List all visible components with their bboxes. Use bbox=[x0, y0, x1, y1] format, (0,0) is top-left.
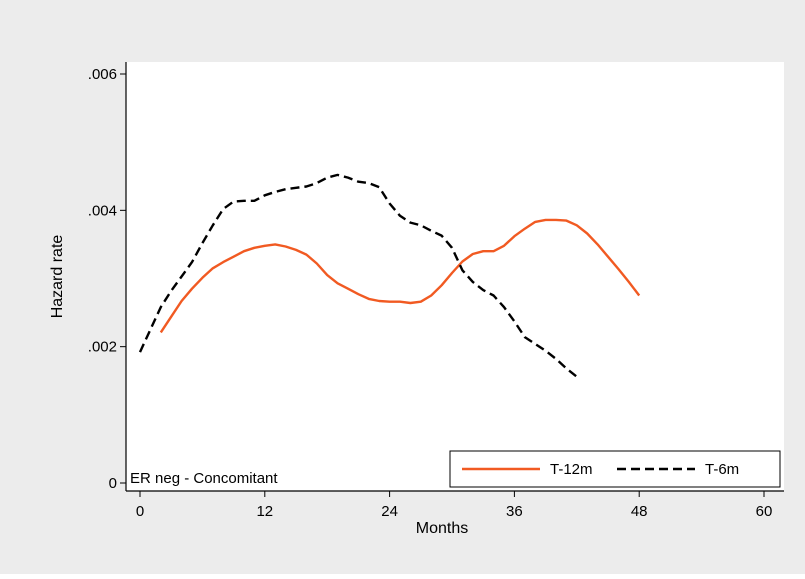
y-axis-label: Hazard rate bbox=[49, 235, 66, 319]
x-tick-label: 12 bbox=[256, 503, 273, 520]
series-line-t-12m bbox=[159, 218, 641, 334]
x-axis-label: Months bbox=[416, 520, 468, 537]
x-tick-label: 24 bbox=[381, 503, 398, 520]
legend-label: T-6m bbox=[705, 461, 739, 478]
x-tick-label: 0 bbox=[136, 503, 144, 520]
axes-layer: 0 .002 .004 .006 0 12 24 36 48 60 bbox=[88, 62, 784, 520]
chart-annotation: ER neg - Concomitant bbox=[130, 470, 278, 487]
legend-label: T-12m bbox=[550, 461, 593, 478]
x-tick-label: 36 bbox=[506, 503, 523, 520]
y-tick-label: .002 bbox=[88, 339, 117, 356]
x-tick-label: 60 bbox=[756, 503, 773, 520]
series-layer bbox=[138, 173, 641, 378]
x-tick-label: 48 bbox=[631, 503, 648, 520]
y-tick-label: .006 bbox=[88, 66, 117, 83]
plot-area-background bbox=[126, 62, 784, 491]
legend: T-12m T-6m bbox=[449, 450, 781, 488]
y-tick-label: .004 bbox=[88, 202, 117, 219]
y-tick-label: 0 bbox=[109, 475, 117, 492]
series-line-t-6m bbox=[138, 173, 578, 378]
